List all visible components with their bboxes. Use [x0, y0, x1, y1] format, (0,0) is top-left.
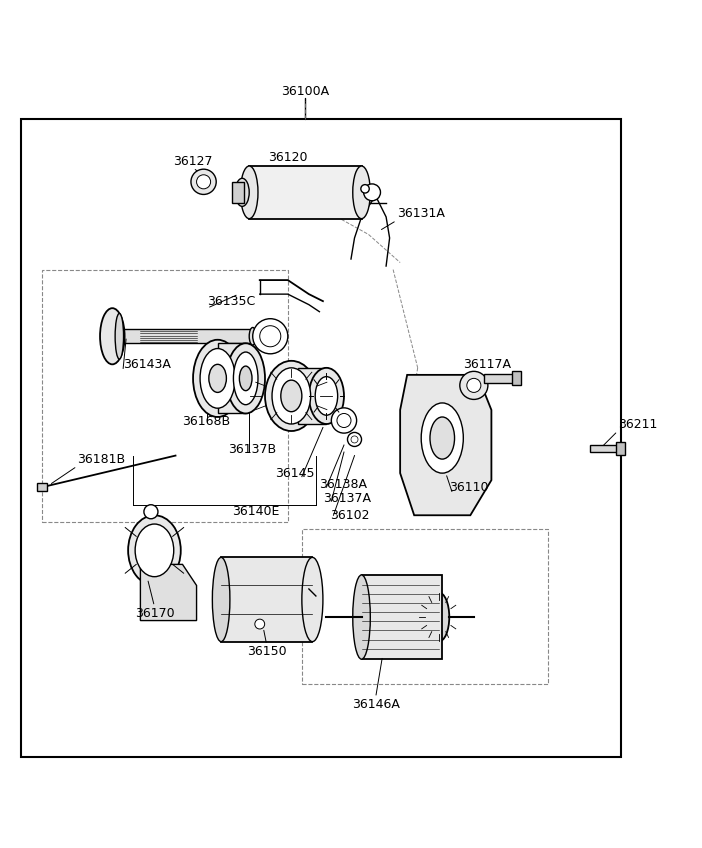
Circle shape — [144, 505, 158, 519]
Ellipse shape — [265, 360, 317, 431]
Ellipse shape — [128, 516, 181, 585]
Ellipse shape — [239, 366, 252, 391]
Bar — [42, 270, 288, 522]
Ellipse shape — [315, 377, 338, 416]
Text: 36143A: 36143A — [123, 359, 171, 371]
Circle shape — [255, 619, 265, 629]
Ellipse shape — [226, 343, 265, 414]
Text: 36145: 36145 — [275, 467, 314, 480]
Text: 36138A: 36138A — [319, 477, 367, 491]
Ellipse shape — [353, 575, 371, 659]
Text: 36127: 36127 — [173, 155, 213, 168]
Ellipse shape — [135, 524, 173, 577]
Text: 36110: 36110 — [449, 481, 489, 494]
Bar — [484, 374, 519, 382]
Text: 36117A: 36117A — [463, 359, 511, 371]
Polygon shape — [400, 375, 491, 516]
Circle shape — [467, 378, 481, 393]
Text: 36131A: 36131A — [397, 208, 444, 220]
Text: 36150: 36150 — [247, 645, 286, 658]
Ellipse shape — [302, 557, 323, 642]
Bar — [37, 483, 47, 491]
Text: 36135C: 36135C — [207, 295, 256, 308]
Ellipse shape — [249, 327, 256, 345]
Ellipse shape — [115, 314, 124, 359]
Ellipse shape — [309, 368, 344, 424]
Circle shape — [197, 175, 211, 189]
Text: 36137B: 36137B — [228, 443, 277, 455]
Text: 36168B: 36168B — [183, 415, 231, 427]
Bar — [21, 119, 621, 757]
Text: 36181B: 36181B — [77, 453, 126, 466]
Bar — [590, 445, 621, 452]
Bar — [298, 368, 326, 424]
Bar — [232, 181, 244, 203]
Bar — [218, 343, 246, 414]
Text: 36102: 36102 — [330, 510, 369, 522]
Ellipse shape — [209, 365, 226, 393]
Circle shape — [337, 414, 351, 427]
Ellipse shape — [200, 349, 235, 408]
Ellipse shape — [281, 380, 302, 412]
Text: 36100A: 36100A — [282, 85, 329, 98]
Bar — [616, 443, 625, 455]
Circle shape — [253, 319, 288, 354]
Bar — [512, 371, 521, 385]
Ellipse shape — [240, 166, 258, 219]
Text: 36140E: 36140E — [232, 505, 280, 518]
Circle shape — [191, 169, 216, 194]
Bar — [249, 166, 362, 219]
Text: 36137A: 36137A — [323, 492, 371, 505]
Ellipse shape — [272, 368, 310, 424]
Ellipse shape — [100, 308, 124, 365]
Ellipse shape — [193, 340, 242, 417]
Ellipse shape — [361, 185, 369, 193]
Circle shape — [260, 326, 281, 347]
Text: 36146A: 36146A — [352, 698, 399, 711]
Bar — [112, 329, 253, 343]
Ellipse shape — [421, 403, 463, 473]
Bar — [302, 529, 548, 683]
Ellipse shape — [353, 166, 371, 219]
Ellipse shape — [235, 178, 249, 206]
Ellipse shape — [212, 557, 230, 642]
Ellipse shape — [430, 417, 455, 459]
Circle shape — [460, 371, 488, 399]
Polygon shape — [140, 565, 197, 621]
Text: 36170: 36170 — [135, 606, 174, 620]
Ellipse shape — [233, 352, 258, 404]
Bar — [362, 575, 442, 659]
Bar — [221, 557, 312, 642]
Circle shape — [364, 184, 380, 201]
Circle shape — [351, 436, 358, 443]
Text: 36211: 36211 — [618, 418, 657, 431]
Text: 36120: 36120 — [268, 151, 307, 165]
Circle shape — [331, 408, 357, 433]
Ellipse shape — [428, 593, 449, 642]
Circle shape — [347, 432, 362, 446]
